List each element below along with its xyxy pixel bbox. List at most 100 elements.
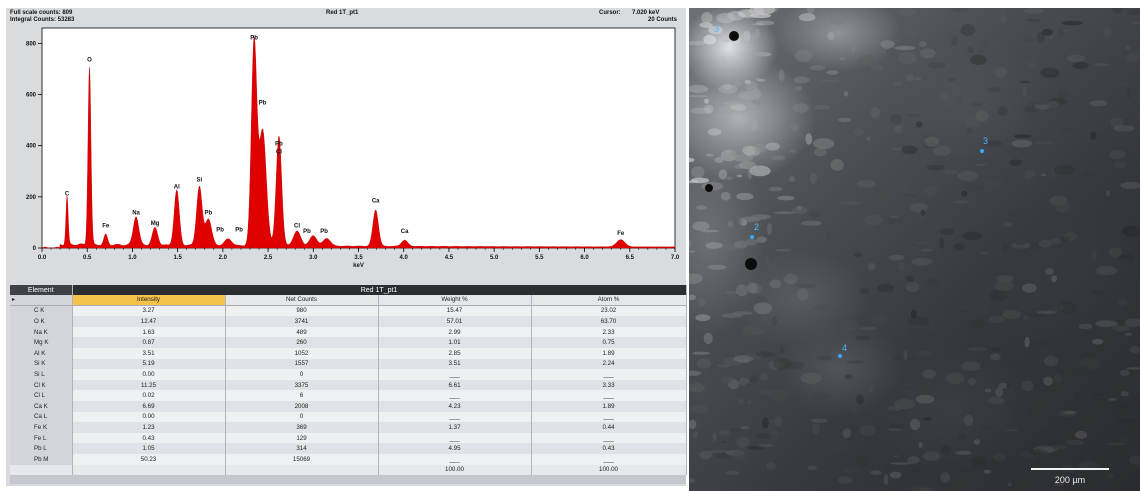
texture-grain: [926, 164, 945, 171]
table-row[interactable]: Cl L 0.02 6 ___ ___: [10, 390, 687, 401]
peak-label: Ca: [401, 229, 409, 235]
point-marker-3b[interactable]: [980, 149, 984, 153]
table-row[interactable]: Na K 1.63 489 2.99 2.33: [10, 326, 687, 338]
texture-grain: [761, 8, 779, 13]
texture-grain: [697, 297, 706, 307]
texture-grain: [939, 316, 961, 320]
quantification-table: Element Red 1T_pt1 ▸ Intensity Net Counts W…: [10, 285, 687, 476]
texture-grain: [796, 205, 803, 211]
value-cell: ___: [531, 390, 687, 401]
texture-grain: [1022, 283, 1037, 293]
texture-grain: [857, 179, 876, 188]
texture-grain: [901, 181, 909, 191]
texture-grain: [876, 283, 895, 293]
point-label-4[interactable]: 4: [842, 343, 848, 353]
texture-grain: [1004, 429, 1019, 432]
table-row[interactable]: Si K 5.19 1557 3.51 2.24: [10, 358, 687, 370]
texture-grain: [733, 81, 742, 87]
texture-grain: [742, 145, 757, 156]
texture-grain: [718, 169, 728, 180]
cursor-label: Cursor:: [599, 10, 621, 16]
texture-grain: [813, 304, 827, 310]
table-row[interactable]: Mg K 0.87 260 1.01 0.75: [10, 337, 687, 348]
texture-grain: [790, 122, 800, 132]
texture-grain: [712, 432, 717, 442]
peak-label: Cl: [294, 224, 300, 230]
value-cell: 1.01: [378, 337, 532, 348]
texture-grain: [970, 54, 987, 65]
peak-label: O: [87, 57, 92, 63]
texture-grain: [996, 275, 1015, 282]
column-header-intensity[interactable]: Intensity: [72, 295, 226, 306]
texture-grain: [745, 238, 758, 246]
texture-grain: [870, 106, 881, 119]
value-cell: 2.99: [378, 326, 532, 338]
table-row[interactable]: Fe K 1.23 369 1.37 0.44: [10, 422, 687, 433]
column-header-atom[interactable]: Atom %: [531, 295, 687, 306]
row-selector-icon[interactable]: ▸: [10, 295, 73, 306]
texture-grain: [799, 13, 816, 22]
point-label-3b[interactable]: 3: [983, 136, 989, 146]
texture-grain: [723, 242, 738, 252]
texture-grain: [1106, 442, 1126, 446]
column-header-net-counts[interactable]: Net Counts: [225, 295, 379, 306]
table-row[interactable]: Pb L 1.05 314 4.95 0.43: [10, 443, 687, 454]
texture-grain: [753, 143, 766, 153]
texture-grain: [990, 353, 1001, 361]
texture-grain: [966, 127, 974, 135]
point-label-3a[interactable]: 3: [714, 24, 720, 34]
texture-grain: [1117, 298, 1128, 307]
point-label-2[interactable]: 2: [754, 222, 760, 232]
texture-grain: [779, 346, 785, 355]
x-tick-label: 2.5: [264, 255, 273, 261]
full-scale-counts: Full scale counts: 809: [10, 10, 73, 16]
texture-grain: [1011, 409, 1026, 417]
texture-grain: [1024, 336, 1030, 348]
table-row[interactable]: Si L 0.00 0 ___ ___: [10, 369, 687, 380]
element-column-header[interactable]: Element: [10, 285, 73, 295]
value-cell: 3.33: [531, 379, 687, 391]
element-line-cell: Mg K: [10, 337, 73, 348]
texture-grain: [766, 462, 776, 471]
texture-grain: [950, 8, 969, 13]
texture-grain: [773, 357, 793, 370]
value-cell: 2.85: [378, 347, 532, 359]
texture-grain: [756, 78, 766, 82]
texture-grain: [1078, 366, 1089, 376]
value-cell: ___: [531, 411, 687, 423]
x-tick-label: 0.5: [83, 255, 92, 261]
value-cell: 15.47: [378, 305, 532, 317]
value-cell: 3375: [225, 379, 379, 391]
column-header-weight[interactable]: Weight %: [378, 295, 532, 306]
texture-grain: [1060, 235, 1071, 242]
peak-label: Pb: [320, 229, 328, 235]
table-row[interactable]: O K 12.47 3741 57.01 63.70: [10, 316, 687, 327]
texture-grain: [801, 220, 822, 226]
texture-grain: [910, 418, 921, 431]
texture-grain: [696, 205, 707, 210]
texture-grain: [1116, 418, 1136, 423]
table-row[interactable]: C K 3.27 980 15.47 23.02: [10, 305, 687, 317]
element-line-cell: Cl L: [10, 390, 73, 401]
texture-grain: [907, 456, 920, 464]
sem-image[interactable]: 3 3 2 4 200 µm: [689, 8, 1140, 491]
texture-grain: [716, 364, 731, 368]
texture-grain: [898, 52, 917, 65]
table-row[interactable]: Cl K 11.25 3375 6.61 3.33: [10, 379, 687, 391]
texture-grain: [1026, 18, 1041, 22]
table-row[interactable]: Fe L 0.43 129 ___ ___: [10, 432, 687, 444]
point-marker-4[interactable]: [838, 354, 842, 358]
texture-grain: [769, 430, 779, 439]
spectrum-chart[interactable]: 0 200 400 600 800 0.0 0.5 1.0 1.5 2.0 2.5 3.0 3.5 4.0…: [6, 8, 686, 280]
table-row[interactable]: Ca L 0.00 0 ___ ___: [10, 411, 687, 423]
point-marker-2[interactable]: [750, 235, 754, 239]
peak-label: Si: [197, 177, 203, 183]
value-cell: ___: [378, 432, 532, 444]
table-row[interactable]: Pb M 50.23 15069 ___ ___: [10, 453, 687, 465]
value-cell: 2.24: [531, 358, 687, 370]
texture-grain: [920, 248, 934, 252]
table-row[interactable]: Ca K 6.69 2008 4.23 1.89: [10, 400, 687, 412]
texture-grain: [1121, 179, 1127, 184]
table-row[interactable]: Al K 3.51 1052 2.85 1.89: [10, 347, 687, 359]
value-cell: 0.00: [72, 369, 226, 380]
